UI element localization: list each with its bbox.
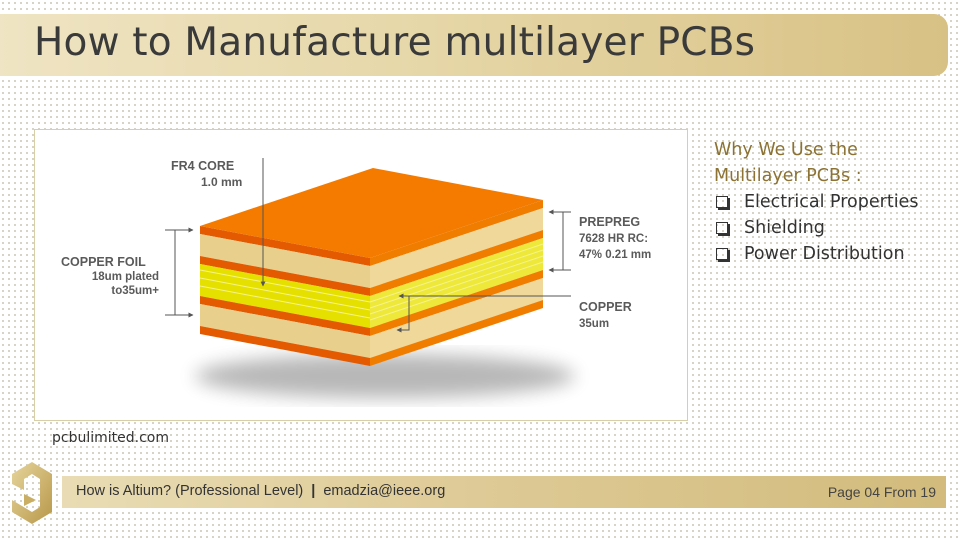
copper-foil-value-1: 18um plated — [92, 271, 159, 283]
footer-email: emadzia@ieee.org — [323, 483, 446, 499]
title-bar: How to Manufacture multilayer PCBs — [0, 14, 948, 76]
copper-value: 35um — [579, 318, 609, 330]
list-item: Shielding — [714, 215, 954, 241]
core-streaks — [199, 243, 544, 321]
copper-bracket — [396, 293, 571, 333]
pcb-stackup-diagram: FR4 CORE 1.0 mm COPPER FOIL 18um plated … — [61, 158, 651, 398]
list-item: Power Distribution — [714, 241, 954, 267]
prepreg-bracket — [548, 209, 571, 273]
fr4-core-value: 1.0 mm — [201, 175, 242, 189]
prepreg-value-1: 7628 HR RC: — [579, 233, 648, 245]
prepreg-title: PREPREG — [579, 215, 640, 229]
footer-bar: How is Altium? (Professional Level) | emad… — [62, 476, 946, 508]
side-heading-line1: Why We Use the — [714, 140, 858, 160]
page-number: Page 04 From 19 — [827, 484, 936, 500]
image-source: pcbulimited.com — [52, 430, 169, 446]
stack-shadow — [195, 354, 575, 398]
copper-foil-title: COPPER FOIL — [61, 255, 146, 269]
prepreg-value-2: 47% 0.21 mm — [579, 249, 651, 261]
copper-foil-value-2: to35um+ — [111, 285, 159, 297]
checkbox-bullet-icon — [716, 248, 728, 260]
checkbox-bullet-icon — [716, 196, 728, 208]
pcb-stackup-figure: FR4 CORE 1.0 mm COPPER FOIL 18um plated … — [34, 129, 688, 421]
side-panel: Why We Use the Multilayer PCBs : Electri… — [714, 137, 954, 267]
footer-course: How is Altium? (Professional Level) — [76, 483, 304, 499]
stack-top-face — [200, 168, 543, 258]
stack-left-face — [200, 226, 370, 366]
altium-logo-icon — [12, 462, 52, 524]
footer-separator: | — [311, 483, 316, 499]
copper-title: COPPER — [579, 300, 632, 314]
side-heading-line2: Multilayer PCBs : — [714, 166, 862, 186]
checkbox-bullet-icon — [716, 222, 728, 234]
list-item: Electrical Properties — [714, 189, 954, 215]
fr4-core-title: FR4 CORE — [171, 159, 234, 173]
footer-course-info: How is Altium? (Professional Level) | emad… — [76, 483, 445, 499]
slide-title: How to Manufacture multilayer PCBs — [34, 20, 756, 65]
copper-foil-bracket — [165, 227, 194, 318]
reason-list: Electrical Properties Shielding Power Di… — [714, 189, 954, 267]
